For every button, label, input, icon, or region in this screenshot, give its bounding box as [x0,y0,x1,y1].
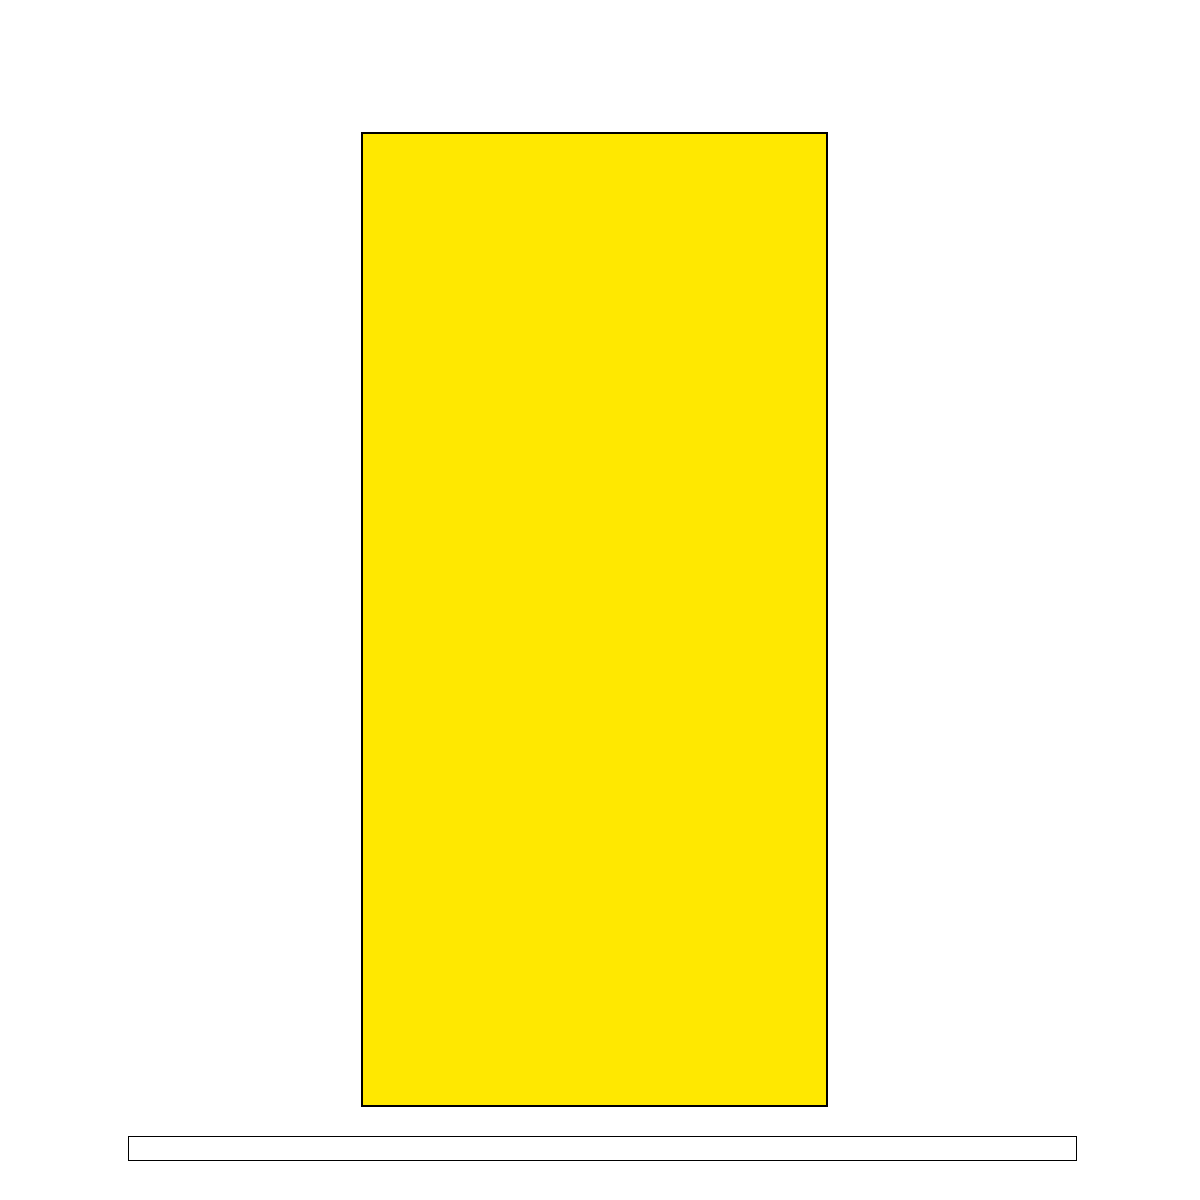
map-panel[interactable] [361,132,828,1107]
colorbar-ticks [128,1165,1077,1193]
title-block [0,0,1200,20]
vertical-velocity-field [363,134,826,1105]
colorbar[interactable] [128,1136,1077,1161]
